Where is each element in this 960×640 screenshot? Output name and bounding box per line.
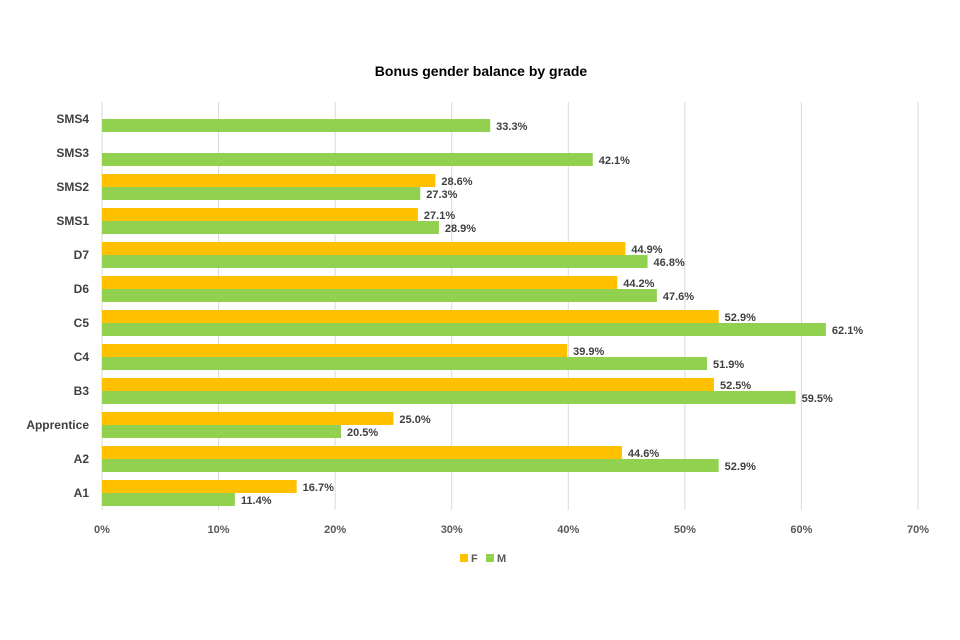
gridlines bbox=[101, 102, 919, 510]
bar-f bbox=[102, 480, 297, 493]
x-tick-label: 10% bbox=[208, 524, 230, 536]
bar-m bbox=[102, 187, 421, 200]
category-label: SMS3 bbox=[56, 146, 89, 160]
category-label: A2 bbox=[74, 452, 90, 466]
data-label: 27.3% bbox=[426, 189, 457, 201]
chart-title: Bonus gender balance by grade bbox=[375, 63, 588, 79]
data-label: 46.8% bbox=[654, 257, 685, 269]
bar-f bbox=[102, 344, 568, 357]
bar-m bbox=[102, 221, 439, 234]
bar-f bbox=[102, 276, 618, 289]
category-label: Apprentice bbox=[26, 418, 89, 432]
bar-m bbox=[102, 357, 708, 370]
bar-f bbox=[102, 208, 418, 221]
data-label: 20.5% bbox=[347, 427, 378, 439]
x-tick-label: 30% bbox=[441, 524, 463, 536]
category-labels: A1 A2 Apprentice B3 C4 C5 D6 D7 SMS1 SMS2 SMS3 SMS4 bbox=[26, 112, 89, 500]
x-tick-label: 60% bbox=[790, 524, 812, 536]
data-label: 44.6% bbox=[628, 448, 659, 460]
bar-m bbox=[102, 425, 341, 438]
category-label: SMS1 bbox=[56, 214, 89, 228]
category-label: D6 bbox=[74, 282, 90, 296]
category-label: B3 bbox=[74, 384, 90, 398]
data-label: 42.1% bbox=[599, 155, 630, 167]
bar-m bbox=[102, 493, 235, 506]
data-label: 16.7% bbox=[303, 482, 334, 494]
x-tick-label: 40% bbox=[557, 524, 579, 536]
category-label: C5 bbox=[74, 316, 90, 330]
legend-label-f: F bbox=[471, 553, 478, 565]
data-label: 27.1% bbox=[424, 210, 455, 222]
data-label: 28.9% bbox=[445, 223, 476, 235]
data-label: 44.2% bbox=[623, 278, 654, 290]
bar-m bbox=[102, 119, 491, 132]
x-tick-label: 70% bbox=[907, 524, 929, 536]
category-label: D7 bbox=[74, 248, 90, 262]
x-axis-tick-labels: 0% 10% 20% 30% 40% 50% 60% 70% bbox=[94, 524, 929, 536]
bars bbox=[102, 119, 826, 506]
bar-m bbox=[102, 255, 648, 268]
category-label: A1 bbox=[74, 486, 90, 500]
category-label: SMS4 bbox=[56, 112, 89, 126]
category-label: SMS2 bbox=[56, 180, 89, 194]
legend-swatch-m bbox=[486, 554, 494, 562]
data-label: 59.5% bbox=[802, 393, 833, 405]
data-label: 39.9% bbox=[573, 346, 604, 358]
bar-m bbox=[102, 153, 593, 166]
data-label: 11.4% bbox=[241, 495, 272, 507]
bar-f bbox=[102, 310, 719, 323]
bar-m bbox=[102, 323, 826, 336]
bar-f bbox=[102, 412, 394, 425]
data-label: 52.5% bbox=[720, 380, 751, 392]
bar-m bbox=[102, 391, 796, 404]
data-label: 44.9% bbox=[631, 244, 662, 256]
legend-label-m: M bbox=[497, 553, 506, 565]
data-label: 47.6% bbox=[663, 291, 694, 303]
data-label: 33.3% bbox=[496, 121, 527, 133]
category-label: C4 bbox=[74, 350, 90, 364]
data-label: 25.0% bbox=[399, 414, 430, 426]
data-label: 51.9% bbox=[713, 359, 744, 371]
x-tick-label: 0% bbox=[94, 524, 110, 536]
bar-f bbox=[102, 378, 714, 391]
legend-swatch-f bbox=[460, 554, 468, 562]
bar-f bbox=[102, 242, 626, 255]
x-tick-label: 50% bbox=[674, 524, 696, 536]
x-tick-label: 20% bbox=[324, 524, 346, 536]
bar-m bbox=[102, 459, 719, 472]
data-labels: 16.7% 11.4% 44.6% 52.9% 25.0% 20.5% 52.5% 59.5%… bbox=[241, 121, 863, 507]
data-label: 28.6% bbox=[441, 176, 472, 188]
data-label: 62.1% bbox=[832, 325, 863, 337]
data-label: 52.9% bbox=[725, 312, 756, 324]
bar-m bbox=[102, 289, 657, 302]
data-label: 52.9% bbox=[725, 461, 756, 473]
bar-f bbox=[102, 174, 436, 187]
bar-f bbox=[102, 446, 622, 459]
